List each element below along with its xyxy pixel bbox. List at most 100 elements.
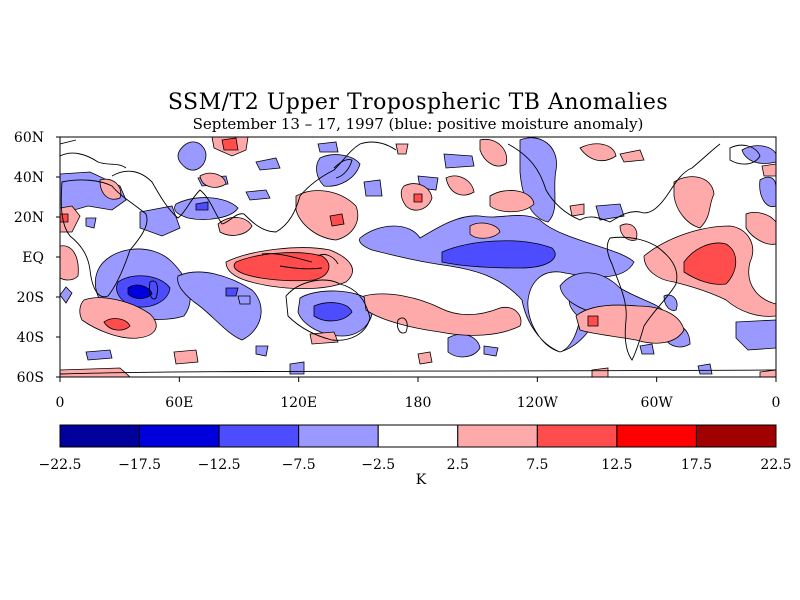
anomaly-blob <box>395 143 409 155</box>
colorbar-tick-label: 7.5 <box>526 457 548 473</box>
coastline-greenland <box>729 144 761 165</box>
anomaly-blob <box>127 284 153 299</box>
anomaly-blob <box>60 286 73 304</box>
coastline-new-zealand <box>397 317 408 334</box>
lon-tick-label: 60E <box>165 395 193 411</box>
lon-tick-label: 120E <box>280 395 317 411</box>
anomaly-blob <box>479 138 508 167</box>
colorbar-tick-label: −2.5 <box>361 457 395 473</box>
anomaly-blob <box>237 295 251 305</box>
lat-tick-label: EQ <box>22 250 44 266</box>
longitude-axis: 0 60E 120E 180 120W 60W 0 <box>56 377 781 411</box>
colorbar-tick-label: −22.5 <box>39 457 82 473</box>
anomaly-blob <box>441 240 556 269</box>
anomaly-blob <box>60 367 131 377</box>
anomaly-blob <box>683 242 737 285</box>
coastlines <box>60 139 776 375</box>
colorbar-swatch <box>377 424 459 448</box>
anomaly-blob <box>445 175 475 196</box>
anomaly-blob <box>759 176 776 208</box>
anomaly-blob <box>225 287 239 297</box>
anomaly-blob <box>483 345 499 357</box>
colorbar-tick-label: 12.5 <box>601 457 632 473</box>
anomaly-blob <box>217 217 253 236</box>
anomaly-blob <box>619 223 638 241</box>
anomaly-blob <box>289 361 305 375</box>
lat-tick-label: 20N <box>14 210 44 226</box>
anomaly-blob <box>173 349 199 365</box>
anomaly-blob <box>79 297 157 339</box>
anomaly-fields <box>60 137 776 377</box>
colorbar-swatch <box>139 424 220 448</box>
map-subtitle: September 13 – 17, 1997 (blue: positive … <box>192 115 644 133</box>
lon-tick-label: 0 <box>772 395 781 411</box>
anomaly-blob <box>447 334 481 358</box>
anomaly-blob <box>489 190 535 213</box>
anomaly-blob <box>316 154 361 187</box>
anomaly-blob <box>245 189 271 201</box>
anomaly-blob <box>363 179 383 197</box>
colorbar-tick-label: −17.5 <box>118 457 161 473</box>
anomaly-blob <box>591 367 609 377</box>
coastline-north-america <box>507 143 721 223</box>
colorbar-tick-label: 22.5 <box>760 457 791 473</box>
lon-tick-label: 0 <box>56 395 65 411</box>
anomaly-blob <box>673 176 715 229</box>
coastline-japan <box>333 159 353 179</box>
lon-tick-label: 120W <box>517 395 559 411</box>
anomaly-blob <box>363 293 522 336</box>
lat-tick-label: 40N <box>14 170 44 186</box>
anomaly-blob <box>329 213 345 227</box>
colorbar-swatch <box>695 424 777 448</box>
colorbar-swatch <box>298 424 379 448</box>
coastline-europe <box>60 139 127 169</box>
colorbar-swatch <box>616 424 697 448</box>
anomaly-blob <box>579 143 617 162</box>
anomaly-blob <box>619 149 645 163</box>
coastline-africa <box>60 179 148 298</box>
anomaly-blob <box>663 294 678 311</box>
lat-tick-label: 60N <box>14 130 44 146</box>
anomaly-blob <box>85 217 97 229</box>
anomaly-blob <box>221 137 239 151</box>
anomaly-blob <box>697 363 713 375</box>
anomaly-blob <box>417 351 433 365</box>
anomaly-blob <box>313 302 353 322</box>
colorbar-swatch <box>59 424 141 448</box>
anomaly-blob <box>587 315 599 327</box>
colorbar-tick-label: −7.5 <box>282 457 316 473</box>
lat-tick-label: 40S <box>17 330 44 346</box>
colorbar-swatch <box>457 424 538 448</box>
anomaly-blob <box>295 190 359 241</box>
lon-tick-label: 180 <box>405 395 432 411</box>
colorbar-unit: K <box>415 472 427 488</box>
colorbar-tick-label: 17.5 <box>681 457 712 473</box>
map-title: SSM/T2 Upper Tropospheric TB Anomalies <box>167 90 669 115</box>
anomaly-blob <box>60 205 81 233</box>
anomaly-blob <box>745 212 776 245</box>
anomaly-blob <box>443 153 475 169</box>
anomaly-blob <box>359 215 635 353</box>
coastline-antarctica <box>60 369 776 375</box>
anomaly-blob <box>569 203 585 217</box>
anomaly-blob <box>60 213 69 223</box>
anomaly-blob <box>735 319 776 351</box>
coastline-south-america <box>606 236 678 361</box>
latitude-axis: 60N 40N 20N EQ 20S 40S 60S <box>14 130 60 386</box>
anomaly-blob <box>761 163 776 177</box>
anomaly-blob <box>199 172 227 188</box>
anomaly-blob <box>575 304 685 344</box>
anomaly-blob <box>99 178 122 200</box>
anomaly-blob <box>317 141 339 153</box>
colorbar-tick-label: 2.5 <box>447 457 469 473</box>
anomaly-blob <box>255 157 281 171</box>
anomaly-blob <box>639 343 655 355</box>
lat-tick-label: 60S <box>17 370 44 386</box>
anomaly-blob <box>139 205 181 237</box>
anomaly-blob <box>759 369 776 377</box>
coastline-indonesia <box>261 253 339 270</box>
anomaly-blob <box>413 193 423 203</box>
anomaly-blob <box>103 318 131 331</box>
colorbar-tick-label: −12.5 <box>198 457 241 473</box>
